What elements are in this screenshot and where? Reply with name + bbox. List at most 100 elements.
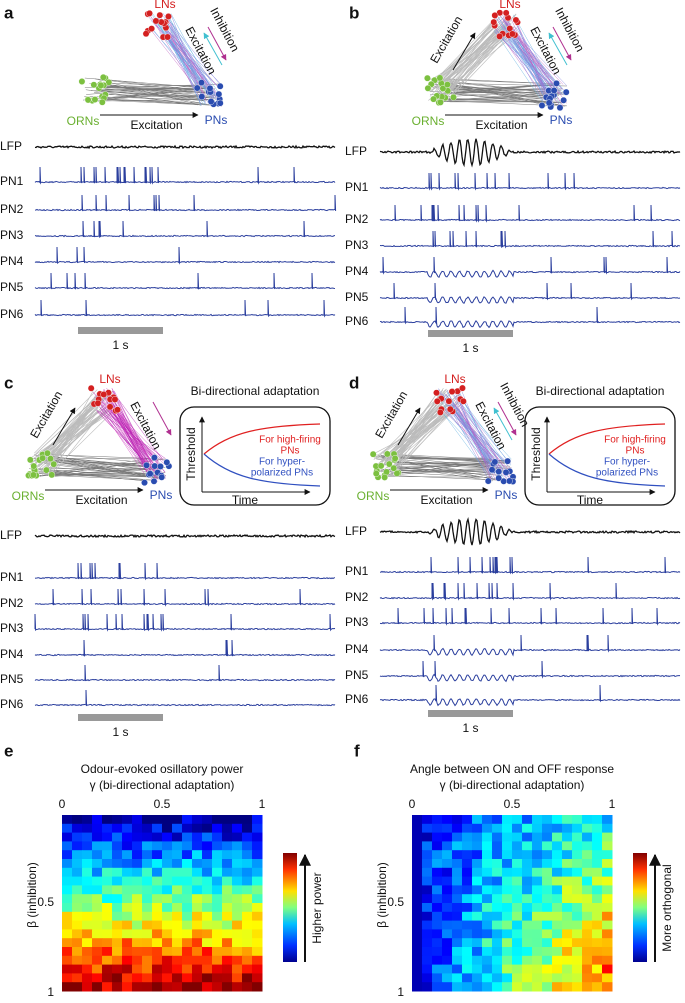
heatmap-cell	[222, 955, 233, 966]
heatmap-cell	[152, 859, 163, 869]
heatmap-cell	[572, 832, 583, 842]
connection	[434, 18, 496, 90]
connection	[442, 406, 507, 462]
heatmap-cell	[492, 885, 503, 895]
heatmap-cell	[202, 894, 213, 904]
heatmap-cell	[452, 885, 463, 895]
heatmap-cell	[122, 955, 133, 966]
heatmap-cell	[132, 929, 143, 939]
heatmap-cell	[482, 832, 493, 842]
connection	[101, 84, 199, 90]
heatmap-cell	[562, 955, 573, 966]
heatmap-cell	[562, 947, 573, 957]
heatmap-cell	[122, 938, 133, 948]
connection	[390, 407, 447, 477]
heatmap-cell	[502, 815, 513, 825]
heatmap-cell	[182, 876, 193, 886]
x-tick-label: 0.5	[154, 797, 171, 811]
heatmap-cell	[182, 911, 193, 922]
heatmap-cell	[572, 876, 583, 886]
heatmap-cell	[482, 859, 493, 869]
heatmap-cell	[512, 894, 523, 904]
heatmap-cell	[482, 911, 493, 922]
heatmap-cell	[602, 920, 613, 930]
trace	[379, 516, 681, 546]
connection	[165, 16, 202, 106]
heatmap-cell	[442, 929, 453, 939]
heatmap-cell	[102, 964, 113, 974]
y-tick-label: 0.5	[387, 895, 404, 909]
heatmap-cell	[92, 947, 103, 957]
heatmap-cell	[492, 955, 503, 966]
heatmap-cell	[72, 841, 83, 851]
trace-label: PN5	[345, 668, 369, 682]
heatmap-cell	[552, 823, 563, 834]
heatmap-cell	[182, 823, 193, 834]
heatmap-cell	[232, 894, 243, 904]
heatmap-cell	[152, 920, 163, 930]
heatmap-cell	[582, 911, 593, 922]
heatmap-cell	[562, 964, 573, 974]
neuron	[459, 384, 466, 392]
connection	[446, 391, 496, 472]
heatmap-cell	[542, 982, 553, 992]
heatmap-cell	[202, 841, 213, 851]
neuron	[142, 30, 150, 38]
colorbar-label: Higher power	[310, 872, 324, 943]
heatmap-cell	[172, 973, 183, 983]
heatmap-cell	[482, 955, 493, 966]
scale-bar-label: 1 s	[462, 721, 478, 735]
heatmap-cell	[122, 859, 133, 869]
heatmap-cell	[212, 859, 223, 869]
heatmap-cell	[232, 955, 243, 966]
heatmap-cell	[562, 815, 573, 825]
heatmap-cell	[222, 832, 233, 842]
heatmap-cell	[192, 903, 203, 913]
connection	[167, 18, 220, 85]
heatmap-cell	[412, 876, 423, 886]
heatmap-cell	[422, 894, 433, 904]
heatmap-cell	[242, 964, 253, 974]
heatmap-cell	[112, 885, 123, 895]
heatmap-cell	[462, 885, 473, 895]
heatmap-cell	[412, 973, 423, 983]
heatmap-cell	[182, 982, 193, 992]
heatmap-cell	[142, 911, 153, 922]
heatmap-cell	[472, 938, 483, 948]
neuron	[393, 469, 401, 477]
heatmap-cell	[502, 823, 513, 834]
heatmap-cell	[82, 964, 93, 974]
trace	[34, 613, 336, 632]
heatmap-cell	[512, 982, 523, 992]
heatmap-cell	[222, 964, 233, 974]
heatmap-cell	[82, 876, 93, 886]
heatmap-cell	[462, 929, 473, 939]
heatmap-cell	[472, 955, 483, 966]
heatmap-cell	[192, 920, 203, 930]
heatmap-cell	[72, 938, 83, 948]
heatmap-cell	[532, 841, 543, 851]
heatmap-cell	[542, 894, 553, 904]
heatmap-cell	[82, 955, 93, 966]
heatmap-cell	[62, 929, 73, 939]
neuron	[504, 457, 512, 465]
heatmap-cell	[242, 982, 253, 992]
heatmap-cell	[522, 815, 533, 825]
heatmap-cell	[242, 894, 253, 904]
heatmap-cell	[202, 964, 213, 974]
heatmap-cell	[82, 982, 93, 992]
heatmap-cell	[472, 832, 483, 842]
heatmap-cell	[132, 982, 143, 992]
heatmap-cell	[492, 964, 503, 974]
heatmap-cell	[62, 815, 73, 825]
heatmap-cell	[252, 982, 263, 992]
scale-bar	[428, 710, 513, 717]
heatmap-cell	[582, 841, 593, 851]
heatmap-cell	[162, 920, 173, 930]
heatmap-cell	[162, 911, 173, 922]
heatmap-cell	[522, 867, 533, 878]
heatmap-cell	[602, 929, 613, 939]
connection	[170, 33, 222, 90]
heatmap-cell	[132, 947, 143, 957]
heatmap-cell	[82, 850, 93, 860]
